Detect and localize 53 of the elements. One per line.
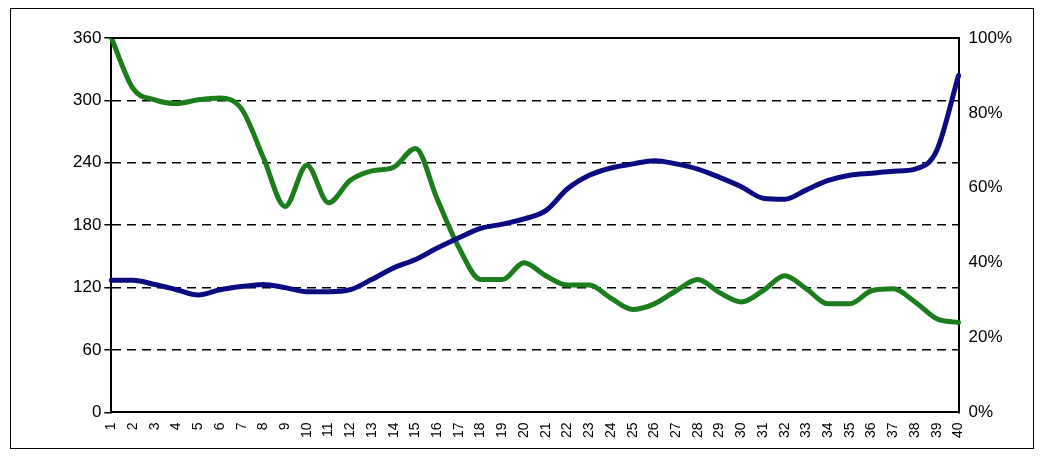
x-tick-label: 40 bbox=[949, 422, 966, 439]
x-tick-label: 22 bbox=[558, 422, 575, 439]
y-tick-label: 60 bbox=[82, 339, 102, 359]
x-tick-label: 28 bbox=[688, 422, 705, 439]
y2-tick-label: 60% bbox=[968, 177, 1003, 197]
y2-tick-label: 20% bbox=[968, 327, 1003, 347]
y2-tick-label: 40% bbox=[968, 252, 1003, 272]
x-tick-label: 1 bbox=[102, 422, 119, 431]
y2-tick-label: 0% bbox=[968, 402, 994, 422]
y2-tick-label: 100% bbox=[968, 27, 1012, 47]
x-tick-label: 16 bbox=[428, 422, 445, 439]
x-tick-label: 37 bbox=[884, 422, 901, 439]
x-tick-label: 33 bbox=[797, 422, 814, 439]
y-tick-label: 240 bbox=[72, 152, 102, 172]
x-tick-label: 36 bbox=[862, 422, 879, 439]
y-tick-label: 120 bbox=[72, 277, 102, 297]
x-tick-label: 20 bbox=[514, 422, 531, 439]
x-tick-label: 13 bbox=[362, 422, 379, 439]
x-tick-label: 29 bbox=[710, 422, 727, 439]
x-tick-label: 25 bbox=[623, 422, 640, 439]
x-tick-label: 9 bbox=[276, 422, 292, 431]
x-tick-label: 26 bbox=[645, 422, 662, 439]
x-tick-label: 14 bbox=[384, 422, 401, 439]
y-tick-label: 360 bbox=[72, 27, 102, 47]
x-tick-label: 19 bbox=[493, 422, 510, 439]
x-tick-label: 23 bbox=[580, 422, 597, 439]
x-tick-label: 35 bbox=[840, 422, 857, 439]
x-tick-label: 38 bbox=[905, 422, 922, 439]
x-tick-label: 4 bbox=[167, 422, 184, 431]
x-tick-label: 5 bbox=[189, 422, 206, 431]
y2-tick-label: 80% bbox=[968, 102, 1003, 122]
x-tick-label: 24 bbox=[601, 422, 618, 439]
y-tick-label: 0 bbox=[91, 402, 102, 422]
x-tick-label: 2 bbox=[123, 422, 140, 431]
y-tick-label: 300 bbox=[72, 90, 102, 110]
x-tick-label: 31 bbox=[753, 422, 770, 439]
x-tick-label: 17 bbox=[449, 422, 466, 439]
x-tick-label: 7 bbox=[232, 422, 249, 431]
y-tick-label: 180 bbox=[72, 214, 102, 234]
x-tick-label: 11 bbox=[319, 422, 336, 437]
x-tick-label: 8 bbox=[254, 422, 271, 431]
x-tick-label: 15 bbox=[406, 422, 423, 439]
x-tick-label: 10 bbox=[297, 422, 314, 439]
x-tick-label: 18 bbox=[471, 422, 488, 439]
x-tick-label: 27 bbox=[666, 422, 683, 439]
x-tick-label: 21 bbox=[536, 422, 553, 439]
x-tick-label: 3 bbox=[145, 422, 162, 431]
x-tick-label: 32 bbox=[775, 422, 792, 439]
x-tick-label: 39 bbox=[927, 422, 944, 439]
x-tick-label: 30 bbox=[732, 422, 749, 439]
x-tick-label: 6 bbox=[210, 422, 227, 431]
x-tick-label: 34 bbox=[819, 422, 836, 439]
x-tick-label: 12 bbox=[341, 422, 358, 439]
